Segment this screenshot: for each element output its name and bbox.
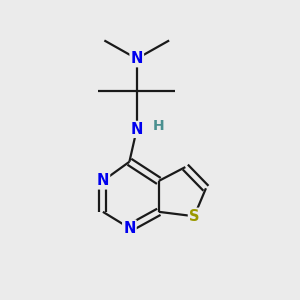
Text: H: H (153, 119, 165, 133)
Text: N: N (97, 173, 109, 188)
Text: N: N (130, 51, 143, 66)
Text: N: N (123, 220, 136, 236)
Text: N: N (130, 122, 143, 137)
Text: S: S (189, 209, 200, 224)
